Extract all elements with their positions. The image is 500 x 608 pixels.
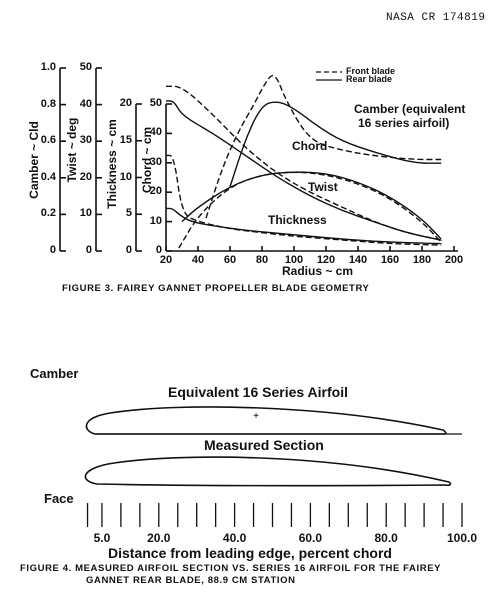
radius-tick-label: 200 — [444, 254, 464, 266]
series16-airfoil-shape — [85, 406, 447, 435]
radius-tick-label: 180 — [412, 254, 432, 266]
twist-tick-label: 20 — [79, 170, 92, 183]
camber-tick-label: 0 — [49, 244, 56, 256]
twist-tick-label: 50 — [79, 61, 92, 73]
legend-front-label: Front blade — [346, 66, 395, 76]
camber-rear-blade-curve — [229, 101, 442, 188]
figure4-x-tick-label: 80.0 — [374, 531, 398, 545]
chord-axis-label: Chord ~ cm — [140, 126, 154, 194]
thickness-axis-label: Thickness ~ cm — [105, 119, 119, 209]
radius-tick-label: 60 — [223, 254, 237, 266]
chord-curve-label: Chord — [292, 139, 328, 153]
thickness-tick-label: 20 — [119, 97, 132, 109]
figure4-x-tick-label: 5.0 — [93, 531, 111, 545]
twist-curve-label: Twist — [308, 180, 338, 194]
radius-tick-label: 100 — [284, 254, 304, 266]
thickness-tick-label: 0 — [125, 244, 132, 256]
reference-mark: + — [253, 411, 259, 422]
figure4-x-tick-label: 60.0 — [298, 531, 323, 545]
camber-tick-label: 1.0 — [40, 61, 56, 73]
figure4-x-tick-label: 100.0 — [446, 531, 478, 545]
thickness-tick-label: 15 — [119, 133, 132, 146]
radius-tick-label: 140 — [348, 254, 368, 266]
report-id: NASA CR 174819 — [386, 12, 486, 24]
camber-axis-label: Camber ~ Cld — [27, 121, 41, 199]
thickness-curve-label: Thickness — [268, 213, 327, 227]
chord-tick-label: 10 — [149, 214, 162, 227]
twist-rear-blade-curve — [166, 100, 442, 241]
twist-axis-label: Twist ~ deg — [65, 117, 79, 183]
chord-tick-label: 50 — [149, 97, 162, 109]
camber-tick-label: 0.4 — [40, 170, 56, 183]
figure4-x-tick-label: 20.0 — [147, 531, 171, 545]
chord-tick-label: 0 — [155, 244, 162, 256]
thickness-tick-label: 5 — [125, 207, 132, 220]
chord-tick-label: 20 — [149, 185, 162, 198]
twist-tick-label: 10 — [79, 207, 92, 220]
twist-tick-label: 40 — [79, 97, 92, 110]
figure4-x-tick-label: 40.0 — [222, 531, 247, 545]
radius-tick-label: 120 — [316, 254, 336, 266]
radius-axis-label: Radius ~ cm — [282, 264, 354, 278]
series16-title: Equivalent 16 Series Airfoil — [168, 384, 348, 400]
chord-tick-label: 40 — [149, 126, 162, 139]
camber-side-label: Camber — [30, 366, 79, 381]
thickness-tick-label: 10 — [119, 170, 132, 183]
measured-section-shape — [84, 456, 452, 487]
radius-tick-label: 40 — [191, 254, 205, 266]
figure3-caption: FIGURE 3. FAIREY GANNET PROPELLER BLADE … — [62, 283, 370, 294]
chord-rear-blade-curve — [181, 171, 442, 240]
chord-tick-label: 30 — [149, 155, 162, 168]
camber-curve-label-2: 16 series airfoil) — [358, 116, 450, 130]
camber-tick-label: 0.6 — [40, 134, 56, 147]
radius-tick-label: 20 — [159, 254, 173, 266]
radius-tick-label: 80 — [255, 254, 269, 266]
figure4-caption-line1: FIGURE 4. MEASURED AIRFOIL SECTION VS. S… — [20, 563, 442, 574]
face-side-label: Face — [44, 491, 74, 506]
radius-tick-label: 160 — [380, 254, 400, 266]
figure4-x-axis-label: Distance from leading edge, percent chor… — [108, 545, 392, 561]
camber-tick-label: 0.2 — [40, 207, 56, 220]
figure4-caption-line2: GANNET REAR BLADE, 88.9 CM STATION — [86, 575, 296, 586]
twist-tick-label: 0 — [85, 244, 92, 256]
thickness-rear-blade-curve — [166, 207, 442, 245]
twist-tick-label: 30 — [79, 134, 92, 147]
measured-section-title: Measured Section — [204, 437, 324, 453]
camber-tick-label: 0.8 — [40, 97, 56, 110]
camber-curve-label: Camber (equivalent — [354, 102, 466, 116]
legend-rear-label: Rear blade — [346, 74, 393, 84]
